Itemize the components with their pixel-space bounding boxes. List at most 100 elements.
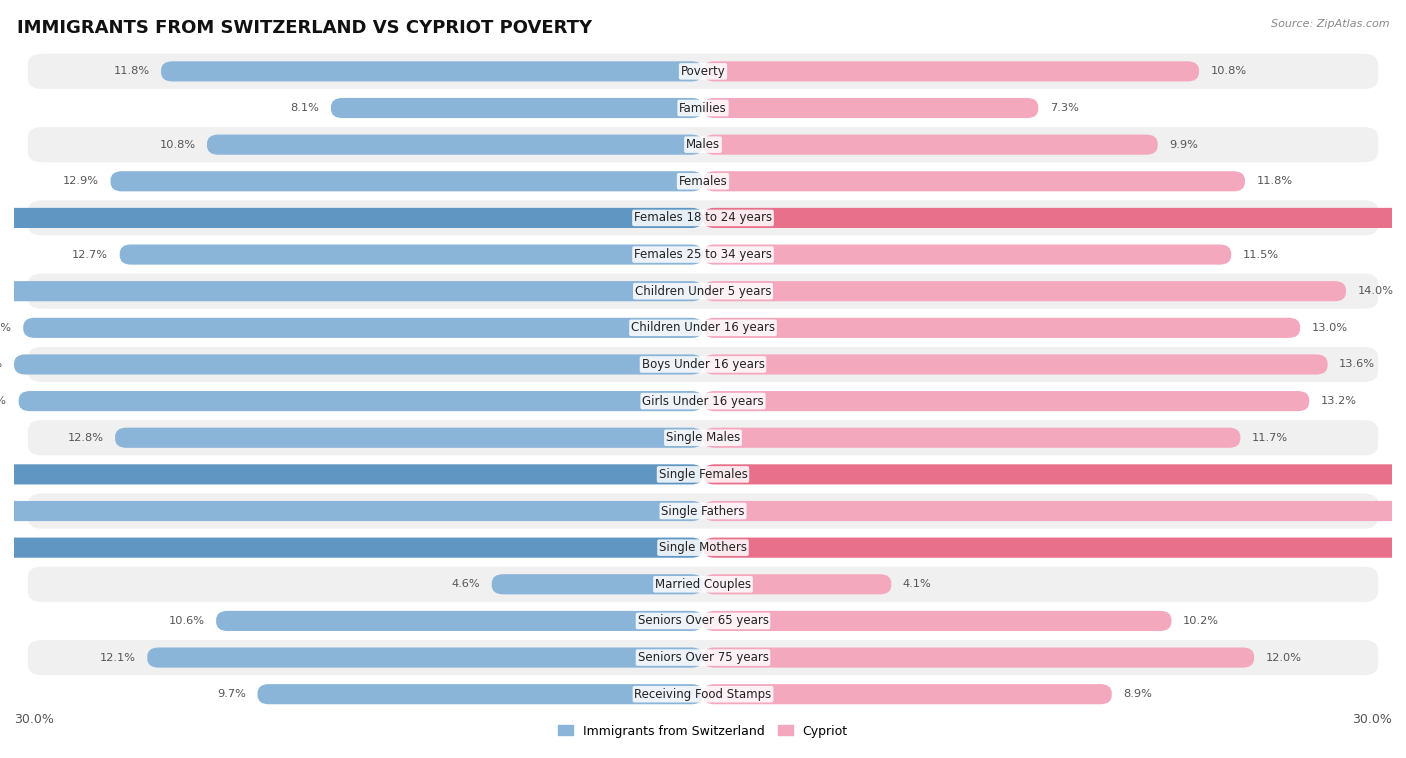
FancyBboxPatch shape <box>703 647 1254 668</box>
Text: 13.2%: 13.2% <box>1320 396 1357 406</box>
FancyBboxPatch shape <box>217 611 703 631</box>
FancyBboxPatch shape <box>148 647 703 668</box>
FancyBboxPatch shape <box>0 208 703 228</box>
Text: 10.8%: 10.8% <box>1211 67 1247 77</box>
FancyBboxPatch shape <box>0 465 703 484</box>
FancyBboxPatch shape <box>207 135 703 155</box>
Text: Single Males: Single Males <box>666 431 740 444</box>
FancyBboxPatch shape <box>492 575 703 594</box>
Text: 11.8%: 11.8% <box>1257 177 1292 186</box>
Text: Single Females: Single Females <box>658 468 748 481</box>
FancyBboxPatch shape <box>703 135 1157 155</box>
Text: 4.1%: 4.1% <box>903 579 932 589</box>
Text: 12.7%: 12.7% <box>72 249 108 259</box>
Text: 8.9%: 8.9% <box>1123 689 1152 699</box>
Text: 12.9%: 12.9% <box>63 177 98 186</box>
Text: Single Mothers: Single Mothers <box>659 541 747 554</box>
Text: 7.3%: 7.3% <box>1050 103 1078 113</box>
Text: Source: ZipAtlas.com: Source: ZipAtlas.com <box>1271 19 1389 29</box>
FancyBboxPatch shape <box>703 171 1244 191</box>
Text: 11.8%: 11.8% <box>114 67 149 77</box>
Text: Poverty: Poverty <box>681 65 725 78</box>
FancyBboxPatch shape <box>703 501 1406 521</box>
Text: 14.0%: 14.0% <box>1358 287 1393 296</box>
FancyBboxPatch shape <box>257 684 703 704</box>
FancyBboxPatch shape <box>703 245 1232 265</box>
FancyBboxPatch shape <box>120 245 703 265</box>
Text: Males: Males <box>686 138 720 151</box>
Text: Seniors Over 75 years: Seniors Over 75 years <box>637 651 769 664</box>
FancyBboxPatch shape <box>18 391 703 411</box>
FancyBboxPatch shape <box>703 391 1309 411</box>
Text: 13.0%: 13.0% <box>1312 323 1348 333</box>
Text: Receiving Food Stamps: Receiving Food Stamps <box>634 688 772 700</box>
FancyBboxPatch shape <box>162 61 703 81</box>
FancyBboxPatch shape <box>28 384 1378 418</box>
Text: Females 18 to 24 years: Females 18 to 24 years <box>634 211 772 224</box>
FancyBboxPatch shape <box>703 98 1038 118</box>
FancyBboxPatch shape <box>28 420 1378 456</box>
Text: 9.7%: 9.7% <box>217 689 246 699</box>
FancyBboxPatch shape <box>703 355 1327 374</box>
FancyBboxPatch shape <box>703 281 1346 301</box>
Text: Boys Under 16 years: Boys Under 16 years <box>641 358 765 371</box>
Text: Children Under 5 years: Children Under 5 years <box>634 285 772 298</box>
FancyBboxPatch shape <box>330 98 703 118</box>
FancyBboxPatch shape <box>0 281 703 301</box>
Text: 10.8%: 10.8% <box>159 139 195 149</box>
Text: 4.6%: 4.6% <box>451 579 481 589</box>
FancyBboxPatch shape <box>703 61 1199 81</box>
FancyBboxPatch shape <box>28 274 1378 309</box>
FancyBboxPatch shape <box>28 603 1378 638</box>
FancyBboxPatch shape <box>28 237 1378 272</box>
FancyBboxPatch shape <box>28 54 1378 89</box>
FancyBboxPatch shape <box>28 347 1378 382</box>
Text: 30.0%: 30.0% <box>14 713 53 725</box>
Text: 15.0%: 15.0% <box>0 359 3 369</box>
FancyBboxPatch shape <box>0 537 703 558</box>
Text: 14.8%: 14.8% <box>0 323 11 333</box>
Text: Single Fathers: Single Fathers <box>661 505 745 518</box>
Text: Girls Under 16 years: Girls Under 16 years <box>643 395 763 408</box>
FancyBboxPatch shape <box>703 611 1171 631</box>
Legend: Immigrants from Switzerland, Cypriot: Immigrants from Switzerland, Cypriot <box>554 719 852 743</box>
Text: 8.1%: 8.1% <box>291 103 319 113</box>
FancyBboxPatch shape <box>703 465 1406 484</box>
Text: 14.9%: 14.9% <box>0 396 7 406</box>
FancyBboxPatch shape <box>14 355 703 374</box>
FancyBboxPatch shape <box>115 428 703 448</box>
Text: IMMIGRANTS FROM SWITZERLAND VS CYPRIOT POVERTY: IMMIGRANTS FROM SWITZERLAND VS CYPRIOT P… <box>17 19 592 37</box>
Text: Females 25 to 34 years: Females 25 to 34 years <box>634 248 772 261</box>
FancyBboxPatch shape <box>703 208 1406 228</box>
FancyBboxPatch shape <box>703 575 891 594</box>
FancyBboxPatch shape <box>28 530 1378 565</box>
FancyBboxPatch shape <box>28 567 1378 602</box>
FancyBboxPatch shape <box>28 90 1378 126</box>
FancyBboxPatch shape <box>111 171 703 191</box>
FancyBboxPatch shape <box>28 127 1378 162</box>
Text: 10.2%: 10.2% <box>1182 616 1219 626</box>
FancyBboxPatch shape <box>703 428 1240 448</box>
Text: Children Under 16 years: Children Under 16 years <box>631 321 775 334</box>
Text: Married Couples: Married Couples <box>655 578 751 590</box>
Text: Females: Females <box>679 175 727 188</box>
Text: 13.6%: 13.6% <box>1339 359 1375 369</box>
Text: 12.8%: 12.8% <box>67 433 104 443</box>
FancyBboxPatch shape <box>28 457 1378 492</box>
FancyBboxPatch shape <box>28 310 1378 346</box>
Text: 12.0%: 12.0% <box>1265 653 1302 662</box>
Text: 30.0%: 30.0% <box>1353 713 1392 725</box>
Text: 11.7%: 11.7% <box>1251 433 1288 443</box>
Text: 10.6%: 10.6% <box>169 616 205 626</box>
Text: 12.1%: 12.1% <box>100 653 136 662</box>
Text: Seniors Over 65 years: Seniors Over 65 years <box>637 615 769 628</box>
FancyBboxPatch shape <box>28 677 1378 712</box>
FancyBboxPatch shape <box>28 164 1378 199</box>
FancyBboxPatch shape <box>28 493 1378 528</box>
FancyBboxPatch shape <box>703 684 1112 704</box>
Text: Families: Families <box>679 102 727 114</box>
FancyBboxPatch shape <box>28 640 1378 675</box>
FancyBboxPatch shape <box>703 318 1301 338</box>
FancyBboxPatch shape <box>703 537 1406 558</box>
FancyBboxPatch shape <box>0 501 703 521</box>
